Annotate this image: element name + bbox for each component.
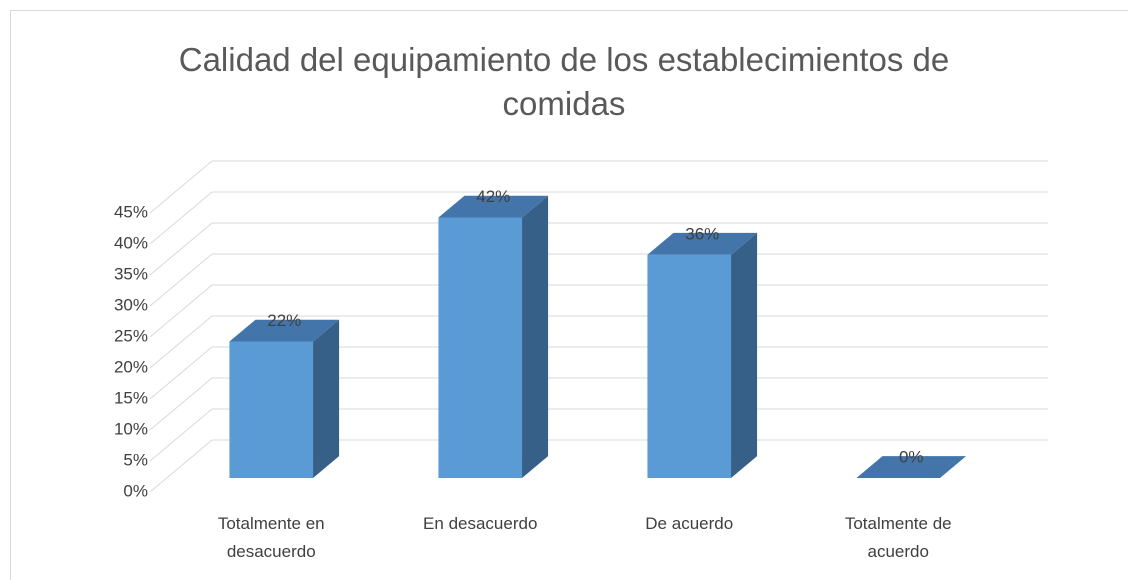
y-tick-label: 0% xyxy=(123,481,148,500)
y-tick-label: 45% xyxy=(114,202,148,221)
bar-side xyxy=(313,319,340,478)
data-label: 0% xyxy=(899,448,924,467)
bar-top xyxy=(856,456,967,478)
bar-side xyxy=(522,195,549,478)
bar xyxy=(647,232,758,478)
side-grid-line xyxy=(149,284,213,338)
data-label: 42% xyxy=(476,187,510,206)
y-tick-label: 20% xyxy=(114,357,148,376)
y-tick-label: 15% xyxy=(114,388,148,407)
x-tick-label: De acuerdo xyxy=(645,514,734,533)
data-label: 36% xyxy=(685,224,719,243)
bar xyxy=(229,319,340,478)
side-grid-line xyxy=(149,253,213,307)
y-tick-label: 30% xyxy=(114,295,148,314)
x-tick-label: Totalmente en desacuerdo xyxy=(217,514,325,561)
side-grid-line xyxy=(149,439,213,493)
bar-top xyxy=(229,319,340,342)
data-label: 22% xyxy=(267,311,301,330)
x-tick-label: Totalmente de acuerdo xyxy=(844,514,952,561)
side-grid-line xyxy=(149,191,213,245)
side-grid-line xyxy=(149,408,213,462)
side-grid-line xyxy=(149,377,213,431)
side-grid-line xyxy=(149,315,213,369)
x-tick-label: En desacuerdo xyxy=(423,514,538,533)
side-grid-line xyxy=(149,222,213,276)
bar xyxy=(438,195,549,478)
side-grid-line xyxy=(149,160,213,214)
bar-front xyxy=(229,341,314,478)
bar-side xyxy=(731,232,758,478)
y-tick-label: 10% xyxy=(114,419,148,438)
y-tick-label: 5% xyxy=(123,450,148,469)
chart-title: Calidad del equipamiento de los establec… xyxy=(178,41,950,122)
y-tick-label: 35% xyxy=(114,264,148,283)
y-tick-label: 40% xyxy=(114,233,148,252)
bar-top xyxy=(438,195,549,218)
bar-top xyxy=(647,232,758,255)
bar-front xyxy=(647,254,732,478)
y-tick-label: 25% xyxy=(114,326,148,345)
side-grid-line xyxy=(149,346,213,400)
bar xyxy=(856,456,967,478)
chart-border xyxy=(10,10,1128,580)
bar-front xyxy=(438,217,523,478)
